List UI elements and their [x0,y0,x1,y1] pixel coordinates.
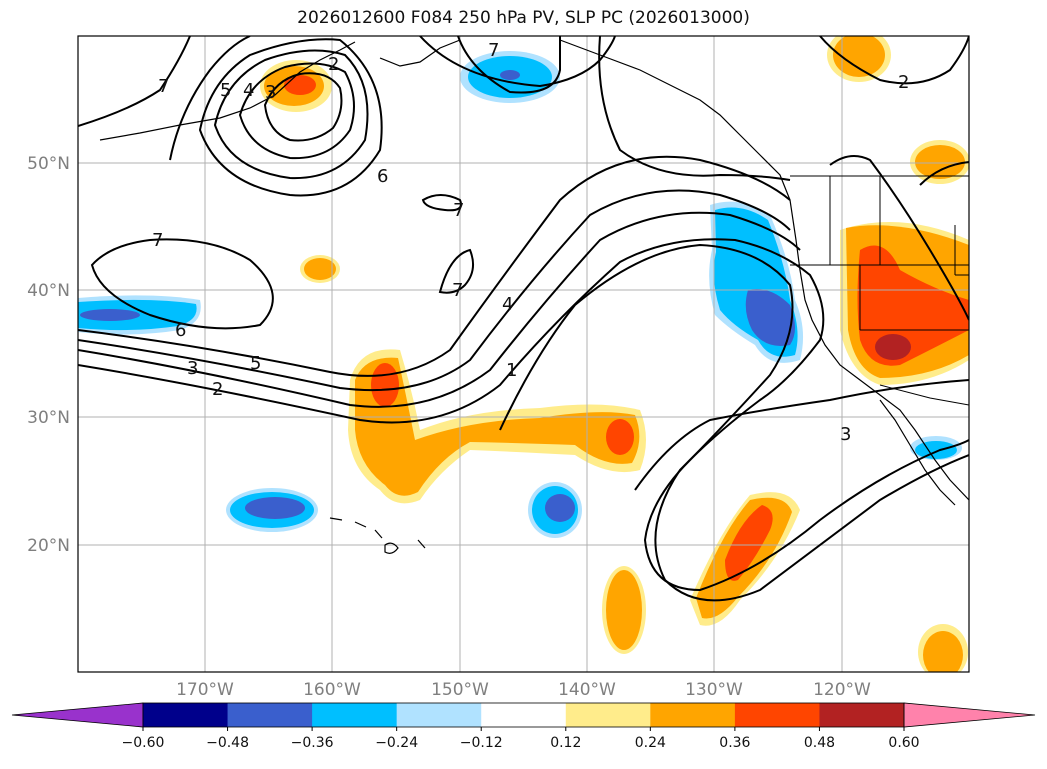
longitude-labels: 170°W 160°W 150°W 140°W 130°W 120°W [176,680,871,700]
contour-label: 3 [265,82,276,103]
colorbar-segment [819,703,905,727]
lat-label: 30°N [27,408,70,428]
lon-label: 120°W [813,680,871,700]
colorbar-segment [227,703,313,727]
pv-shading [78,36,969,672]
contour-label: 2 [328,54,339,75]
lat-label: 20°N [27,536,70,556]
lat-label: 50°N [27,154,70,174]
lon-label: 140°W [558,680,616,700]
colorbar-tick-label: −0.48 [206,735,249,751]
colorbar-tick-label: 0.24 [635,735,666,751]
contour-label: 5 [250,353,261,374]
coastlines [99,39,969,554]
graticule [78,36,969,672]
lon-label: 170°W [176,680,234,700]
colorbar-extend-low [11,702,144,728]
contour-label: 7 [453,200,464,221]
contour-label: 2 [898,72,909,93]
colorbar-tick-label: 0.48 [804,735,835,751]
contour-label: 2 [212,379,223,400]
colorbar-segment [650,703,736,727]
colorbar-tick-label: 0.36 [719,735,750,751]
latitude-labels: 50°N 40°N 30°N 20°N [27,154,70,556]
colorbar: −0.60 −0.48 −0.36 −0.24 −0.12 0.12 0.24 0.36 0.4… [11,702,1036,751]
contour-label: 1 [506,360,517,381]
colorbar-tick-label: 0.60 [888,735,919,751]
colorbar-tick-label: 0.12 [550,735,581,751]
contour-label: 7 [158,76,169,97]
colorbar-tick-label: −0.36 [291,735,334,751]
colorbar-tick-label: −0.12 [460,735,503,751]
colorbar-segment [143,703,229,727]
lon-label: 150°W [431,680,489,700]
contour-label: 7 [452,280,463,301]
colorbar-tick-label: −0.60 [122,735,165,751]
contour-label: 4 [502,294,513,315]
contour-label: 6 [377,166,388,187]
colorbar-tick-label: −0.24 [375,735,418,751]
slp-contours [78,36,969,602]
contour-label: 5 [220,80,231,101]
colorbar-segment [565,703,651,727]
political-borders [790,175,969,406]
lat-label: 40°N [27,281,70,301]
colorbar-frame [142,702,905,728]
map-frame [77,35,970,673]
contour-label: 6 [175,320,186,341]
contour-label: 7 [488,40,499,61]
contour-label: 3 [840,424,851,445]
map-panel: 7 5 4 3 2 7 6 7 7 7 6 5 3 2 4 1 2 3 [78,36,969,672]
lon-label: 160°W [303,680,361,700]
contour-label: 7 [152,230,163,251]
colorbar-segment [396,703,482,727]
contour-label: 3 [187,358,198,379]
colorbar-segment [481,703,567,727]
contour-label: 4 [243,80,254,101]
colorbar-segment [312,703,398,727]
lon-label: 130°W [685,680,743,700]
contour-labels: 7 5 4 3 2 7 6 7 7 7 6 5 3 2 4 1 2 3 [152,40,909,445]
colorbar-segment [734,703,820,727]
colorbar-extend-high [903,702,1036,728]
map-title: 2026012600 F084 250 hPa PV, SLP PC (2026… [297,8,750,28]
